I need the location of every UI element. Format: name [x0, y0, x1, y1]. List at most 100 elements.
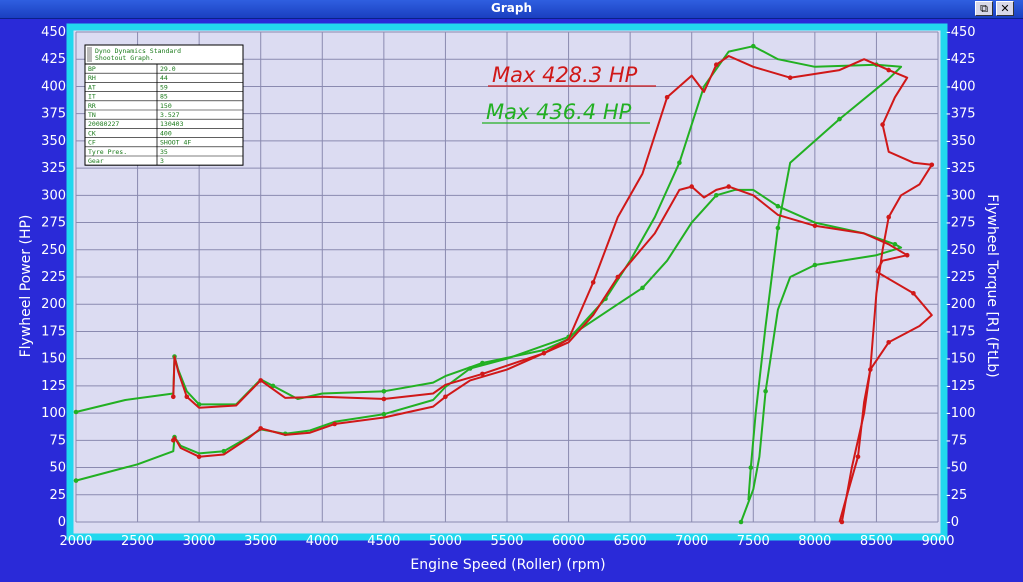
- series-2-torque-point: [880, 122, 885, 127]
- series-2-torque-point: [258, 378, 264, 383]
- y2-tick-label: -25: [946, 488, 967, 503]
- series-1-torque-point: [381, 389, 387, 394]
- series-1-power-line: [75, 188, 903, 523]
- y-tick-label: 25: [49, 488, 66, 503]
- info-table-key: IT: [88, 93, 96, 101]
- info-table-key: RH: [88, 74, 96, 82]
- max-label-2: Max 436.4 HP: [486, 100, 632, 124]
- y2-tick-label: -375: [946, 107, 976, 122]
- y-tick-label: 175: [41, 324, 66, 339]
- x-tick-label: 7000: [675, 534, 708, 549]
- series-2-torque-point: [664, 95, 670, 100]
- y-tick-label: 100: [41, 406, 66, 421]
- x-tick-label: 2500: [121, 534, 154, 549]
- y-tick-label: 350: [41, 134, 66, 149]
- info-table-key: CF: [88, 139, 96, 147]
- series-1-torque-point: [73, 409, 79, 415]
- info-table-value: 3.527: [160, 111, 180, 119]
- x-tick-label: 4000: [306, 534, 339, 549]
- info-table-key: Gear: [88, 157, 104, 165]
- series-2-torque-point: [171, 394, 176, 400]
- series-2-power-point: [726, 184, 731, 189]
- x-tick-label: 5500: [490, 534, 523, 549]
- info-table-value: 400: [160, 129, 172, 137]
- x-tick-label: 3000: [183, 534, 216, 549]
- info-table-title: Dyno Dynamics Standard: [95, 47, 181, 55]
- window-title: Graph: [491, 1, 532, 15]
- series-2-power-point: [258, 426, 264, 431]
- y2-tick-label: -450: [946, 25, 976, 40]
- series-2-power-point: [812, 223, 818, 229]
- info-table-value: 35: [160, 148, 168, 156]
- y2-tick-label: -175: [946, 324, 976, 339]
- y2-tick-label: -325: [946, 161, 976, 176]
- info-table-value: 44: [160, 74, 168, 82]
- y2-axis-label: Flywheel Torque [R] (FtLb): [984, 194, 1000, 377]
- info-table-key: 20080227: [88, 120, 119, 128]
- x-tick-labels: 2000 2500 3000 3500 4000 4500 5000 5500 6000 6500…: [59, 534, 954, 549]
- y-tick-label: 125: [41, 379, 66, 394]
- x-tick-label: 9000: [921, 534, 954, 549]
- info-table-value: 150: [160, 102, 172, 110]
- series-2-torque-point: [184, 394, 190, 400]
- info-table-value: 29.0: [160, 65, 176, 73]
- x-tick-label: 5000: [429, 534, 462, 549]
- info-table-key: Tyre Pres.: [88, 148, 127, 156]
- series-2-power-point: [886, 340, 891, 345]
- max-label-1: Max 428.3 HP: [492, 63, 638, 87]
- y-axis-label: Flywheel Power (HP): [18, 215, 34, 358]
- series-2-torque-point: [886, 67, 891, 73]
- dyno-chart: 2000 2500 3000 3500 4000 4500 5000 5500 6000 6500…: [18, 23, 1000, 573]
- series-2-power-point: [689, 184, 694, 189]
- x-tick-label: 8000: [798, 534, 831, 549]
- window-titlebar: Graph ⧉ ✕: [0, 0, 1023, 19]
- y-tick-label: 300: [41, 188, 66, 203]
- series-2-torque-point: [868, 367, 873, 372]
- series-1-power-point: [775, 203, 781, 209]
- series-2-torque-point: [480, 371, 485, 377]
- x-tick-label: 2000: [59, 534, 92, 549]
- info-table-key: AT: [88, 83, 96, 91]
- info-table-box: [84, 44, 244, 166]
- series-1-power-point: [892, 242, 898, 247]
- series-1-power-point: [381, 411, 387, 417]
- series-1-torque-point: [775, 225, 781, 231]
- series-1-power-point: [812, 262, 818, 268]
- y2-tick-label: -300: [946, 188, 976, 203]
- y-tick-label: 325: [41, 161, 66, 176]
- series-2-torque-point: [590, 280, 596, 285]
- y-tick-label: 0: [58, 515, 66, 530]
- series-1-torque-point: [748, 465, 754, 470]
- series-2-power-point: [443, 394, 448, 400]
- grid-lines: [75, 31, 939, 523]
- y-tick-label: 275: [41, 216, 66, 231]
- x-tick-label: 4500: [367, 534, 400, 549]
- info-table-value: 3: [160, 157, 164, 165]
- y2-tick-label: -0: [946, 515, 959, 530]
- y2-tick-label: -150: [946, 352, 976, 367]
- y2-tick-label: -75: [946, 433, 967, 448]
- series-2-torque-point: [929, 162, 935, 168]
- x-tick-label: 3500: [244, 534, 277, 549]
- y-tick-label: 250: [41, 243, 66, 258]
- series-2-torque-point: [714, 62, 719, 67]
- series-1-power-point: [73, 478, 79, 483]
- y2-tick-labels: -0 -25 -50 -75 -100 -125 -150 -175 -200 -225 -250 -…: [946, 25, 976, 530]
- info-table-key: RR: [88, 102, 96, 110]
- y-tick-label: 450: [41, 25, 66, 40]
- restore-icon[interactable]: ⧉: [975, 1, 993, 16]
- info-table-key: CK: [88, 129, 96, 137]
- series-2-torque-point: [839, 519, 845, 525]
- info-table-key: TN: [88, 111, 96, 119]
- close-icon[interactable]: ✕: [996, 1, 1014, 16]
- series-2-torque-point: [787, 75, 793, 80]
- curves: [73, 43, 935, 525]
- series-2-power-point: [171, 438, 176, 443]
- series-1-power-point: [640, 285, 645, 291]
- y-tick-label: 375: [41, 107, 66, 122]
- series-2-power-line: [172, 185, 933, 523]
- y-tick-label: 225: [41, 270, 66, 285]
- series-2-power-point: [855, 454, 861, 460]
- y2-tick-label: -350: [946, 134, 976, 149]
- info-table-value: 130403: [160, 120, 184, 128]
